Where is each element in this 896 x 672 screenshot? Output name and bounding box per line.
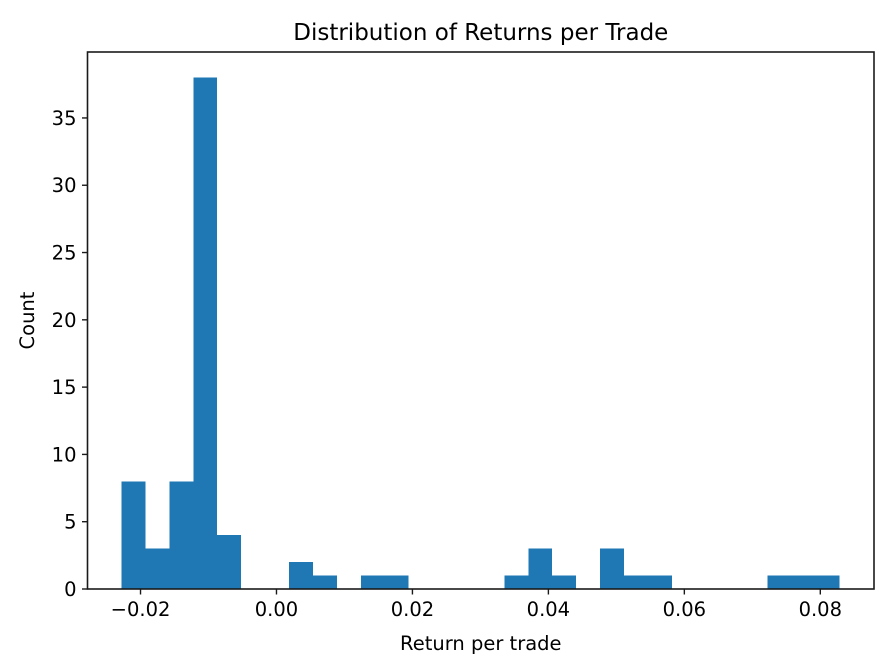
y-tick-label: 30 <box>52 174 77 197</box>
histogram-bar <box>193 77 218 589</box>
histogram-bar <box>145 548 170 589</box>
histogram-bar <box>360 575 385 589</box>
y-tick-label: 0 <box>64 578 76 601</box>
histogram-bar <box>288 562 313 589</box>
histogram-bar <box>169 481 194 589</box>
histogram-bar <box>121 481 146 589</box>
histogram-bar <box>791 575 816 589</box>
x-tick-label: 0.00 <box>255 598 298 621</box>
x-tick-label: −0.02 <box>111 598 171 621</box>
histogram-bar <box>647 575 672 589</box>
histogram-bar <box>384 575 409 589</box>
histogram-bar <box>552 575 577 589</box>
x-axis-label: Return per trade <box>400 632 561 655</box>
histogram-bar <box>528 548 553 589</box>
y-tick-label: 25 <box>52 242 77 265</box>
y-tick-label: 5 <box>64 511 76 534</box>
x-tick-label: 0.06 <box>663 598 706 621</box>
histogram-bar <box>312 575 337 589</box>
x-tick-label: 0.04 <box>527 598 570 621</box>
y-axis-label: Count <box>16 291 39 349</box>
y-tick-label: 10 <box>52 443 77 466</box>
histogram-bar <box>504 575 529 589</box>
y-tick-label: 15 <box>52 376 77 399</box>
x-tick-label: 0.08 <box>799 598 842 621</box>
y-tick-label: 20 <box>52 309 77 332</box>
x-axis-ticks: −0.02 0.00 0.02 0.04 0.06 0.08 <box>111 589 842 621</box>
histogram-bar <box>767 575 792 589</box>
histogram-bar <box>600 548 624 589</box>
histogram-bar <box>623 575 648 589</box>
chart-title: Distribution of Returns per Trade <box>293 20 668 46</box>
histogram-bar <box>815 575 840 589</box>
y-tick-label: 35 <box>52 107 77 130</box>
y-axis-ticks: 0 5 10 15 20 25 30 35 <box>52 107 88 601</box>
bars-group <box>121 77 840 589</box>
histogram-bar <box>217 535 242 589</box>
x-tick-label: 0.02 <box>391 598 434 621</box>
plot-border <box>86 51 875 590</box>
